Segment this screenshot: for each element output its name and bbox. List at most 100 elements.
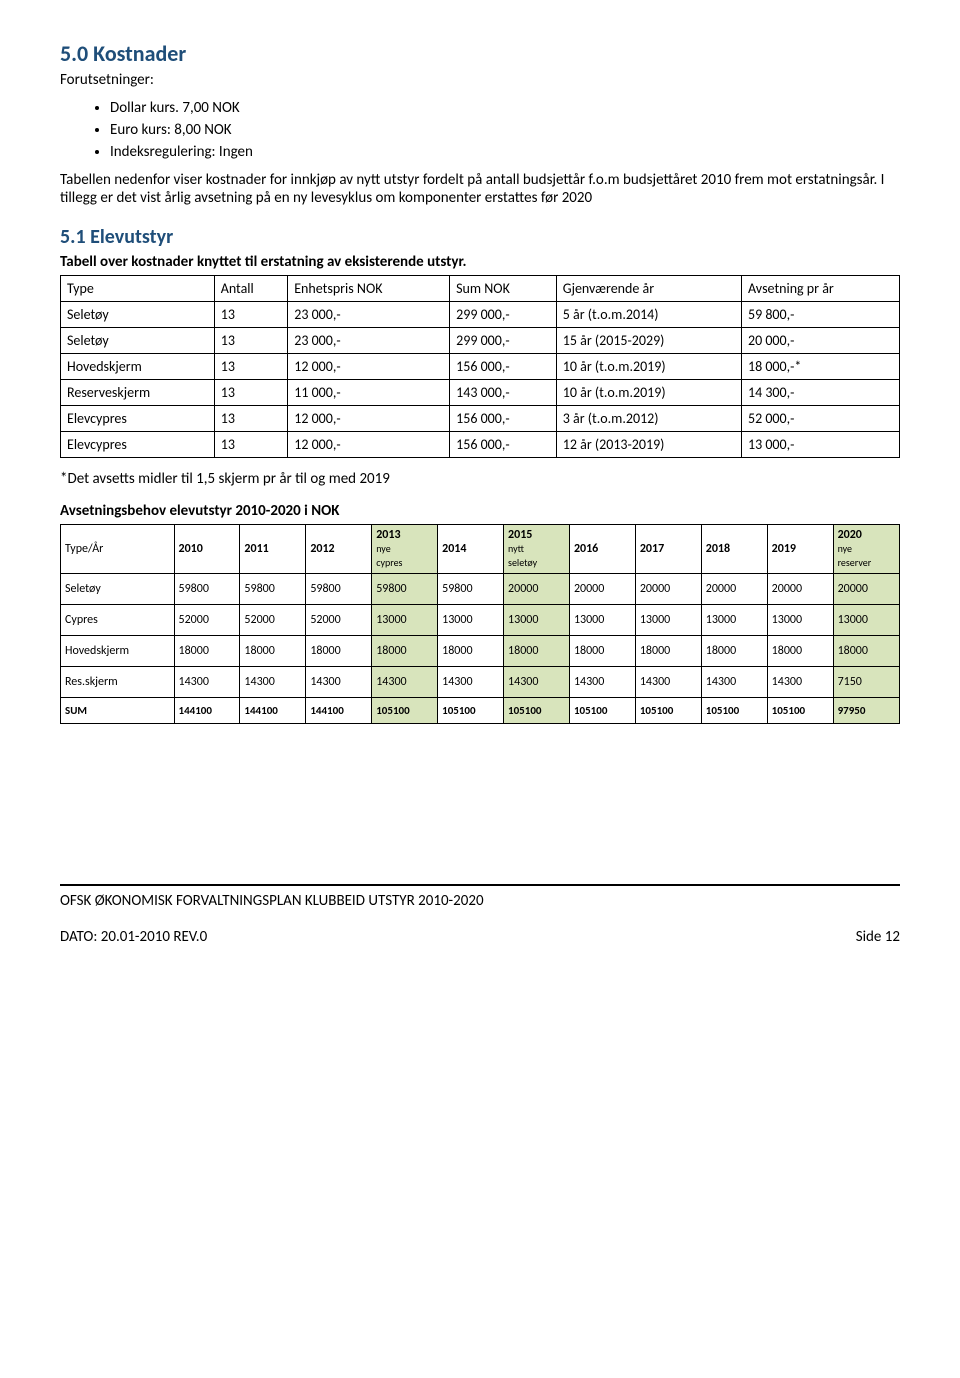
table-cell: 13000 bbox=[701, 605, 767, 636]
table-header-year: 2016 bbox=[569, 525, 635, 574]
table-cell: 52 000,- bbox=[741, 406, 899, 432]
footer-date: DATO: 20.01-2010 REV.0 bbox=[60, 928, 207, 946]
list-item: Indeksregulering: Ingen bbox=[110, 143, 900, 161]
table-cell: 18000 bbox=[569, 636, 635, 667]
table-cell: Elevcypres bbox=[61, 432, 215, 458]
table-cell: 20000 bbox=[833, 574, 899, 605]
table-cell: 13000 bbox=[504, 605, 570, 636]
table-cell: 10 år (t.o.m.2019) bbox=[556, 354, 741, 380]
sum-cell: 97950 bbox=[833, 698, 899, 724]
table-cell: Reserveskjerm bbox=[61, 380, 215, 406]
sum-cell: 105100 bbox=[767, 698, 833, 724]
table-cell: 13 bbox=[214, 432, 288, 458]
table-cell: Elevcypres bbox=[61, 406, 215, 432]
table-cell: 143 000,- bbox=[450, 380, 557, 406]
table-cell: 59 800,- bbox=[741, 302, 899, 328]
footnote: *Det avsetts midler til 1,5 skjerm pr år… bbox=[60, 470, 900, 488]
table-cell: 18 000,-* bbox=[741, 354, 899, 380]
footer-page: Side 12 bbox=[856, 928, 900, 946]
table-cell: 59800 bbox=[240, 574, 306, 605]
table-cell: 14300 bbox=[635, 667, 701, 698]
table-header-year: 2017 bbox=[635, 525, 701, 574]
table-header-year: 2010 bbox=[174, 525, 240, 574]
sum-label: SUM bbox=[61, 698, 175, 724]
sum-cell: 144100 bbox=[174, 698, 240, 724]
table-header: Type/År bbox=[61, 525, 175, 574]
table-cell: 18000 bbox=[833, 636, 899, 667]
avsetningsbehov-heading: Avsetningsbehov elevutstyr 2010-2020 i N… bbox=[60, 502, 900, 520]
footer: OFSK ØKONOMISK FORVALTNINGSPLAN KLUBBEID… bbox=[60, 884, 900, 946]
table-cell: 13000 bbox=[767, 605, 833, 636]
table-header: Avsetning pr år bbox=[741, 276, 899, 302]
footer-title: OFSK ØKONOMISK FORVALTNINGSPLAN KLUBBEID… bbox=[60, 892, 900, 910]
table-cell: 13 bbox=[214, 328, 288, 354]
table-cell: 13000 bbox=[372, 605, 438, 636]
table-header: Enhetspris NOK bbox=[288, 276, 450, 302]
table-cell: 299 000,- bbox=[450, 302, 557, 328]
sum-cell: 144100 bbox=[306, 698, 372, 724]
table-header-year: 2020nyereserver bbox=[833, 525, 899, 574]
table-cell: 14300 bbox=[174, 667, 240, 698]
table-cell: 52000 bbox=[174, 605, 240, 636]
table-row-label: Hovedskjerm bbox=[61, 636, 175, 667]
table-cell: 13000 bbox=[438, 605, 504, 636]
table-cell: 156 000,- bbox=[450, 406, 557, 432]
table-cell: 20000 bbox=[569, 574, 635, 605]
section-5-1-heading: 5.1 Elevutstyr bbox=[60, 225, 900, 249]
page-heading: 5.0 Kostnader bbox=[60, 40, 900, 67]
table-cell: 13000 bbox=[569, 605, 635, 636]
table-cell: 14300 bbox=[306, 667, 372, 698]
table-header-year: 2014 bbox=[438, 525, 504, 574]
table-cell: 13000 bbox=[833, 605, 899, 636]
table-cell: Seletøy bbox=[61, 328, 215, 354]
table-cell: 14300 bbox=[438, 667, 504, 698]
table-cell: 20000 bbox=[701, 574, 767, 605]
table-row-label: Res.skjerm bbox=[61, 667, 175, 698]
table-cell: 14300 bbox=[240, 667, 306, 698]
table-cell: 14300 bbox=[569, 667, 635, 698]
table-cell: 20 000,- bbox=[741, 328, 899, 354]
table-header: Antall bbox=[214, 276, 288, 302]
sum-cell: 105100 bbox=[569, 698, 635, 724]
table-cell: 13 bbox=[214, 380, 288, 406]
table-cell: 18000 bbox=[504, 636, 570, 667]
assumptions-list: Dollar kurs. 7,00 NOK Euro kurs: 8,00 NO… bbox=[110, 99, 900, 161]
table-cell: 14300 bbox=[701, 667, 767, 698]
avsetning-table: Type/År2010201120122013nyecypres20142015… bbox=[60, 524, 900, 724]
table-cell: 7150 bbox=[833, 667, 899, 698]
table-cell: 13 bbox=[214, 302, 288, 328]
list-item: Dollar kurs. 7,00 NOK bbox=[110, 99, 900, 117]
sum-cell: 105100 bbox=[701, 698, 767, 724]
intro-paragraph: Tabellen nedenfor viser kostnader for in… bbox=[60, 171, 900, 207]
table-cell: 18000 bbox=[240, 636, 306, 667]
sum-cell: 105100 bbox=[438, 698, 504, 724]
table-header-year: 2019 bbox=[767, 525, 833, 574]
table-cell: 15 år (2015-2029) bbox=[556, 328, 741, 354]
table-header-year: 2015nyttseletøy bbox=[504, 525, 570, 574]
sum-cell: 105100 bbox=[372, 698, 438, 724]
table-cell: 156 000,- bbox=[450, 354, 557, 380]
table-cell: 18000 bbox=[438, 636, 504, 667]
table-cell: 12 år (2013-2019) bbox=[556, 432, 741, 458]
table-cell: 18000 bbox=[767, 636, 833, 667]
table-cell: 52000 bbox=[306, 605, 372, 636]
table-cell: 20000 bbox=[767, 574, 833, 605]
table-cell: 18000 bbox=[372, 636, 438, 667]
table-cell: 12 000,- bbox=[288, 406, 450, 432]
table-cell: 59800 bbox=[174, 574, 240, 605]
table-cell: 23 000,- bbox=[288, 302, 450, 328]
table-header: Sum NOK bbox=[450, 276, 557, 302]
table-cell: 13 000,- bbox=[741, 432, 899, 458]
table-cell: 59800 bbox=[372, 574, 438, 605]
table-cell: 18000 bbox=[174, 636, 240, 667]
table-cell: 299 000,- bbox=[450, 328, 557, 354]
table-cell: 13 bbox=[214, 354, 288, 380]
table-cell: 13000 bbox=[635, 605, 701, 636]
table-cell: Hovedskjerm bbox=[61, 354, 215, 380]
table-row-label: Cypres bbox=[61, 605, 175, 636]
table-cell: 18000 bbox=[635, 636, 701, 667]
table-cell: 12 000,- bbox=[288, 432, 450, 458]
table-header-year: 2018 bbox=[701, 525, 767, 574]
table-cell: 59800 bbox=[306, 574, 372, 605]
table-cell: 20000 bbox=[504, 574, 570, 605]
